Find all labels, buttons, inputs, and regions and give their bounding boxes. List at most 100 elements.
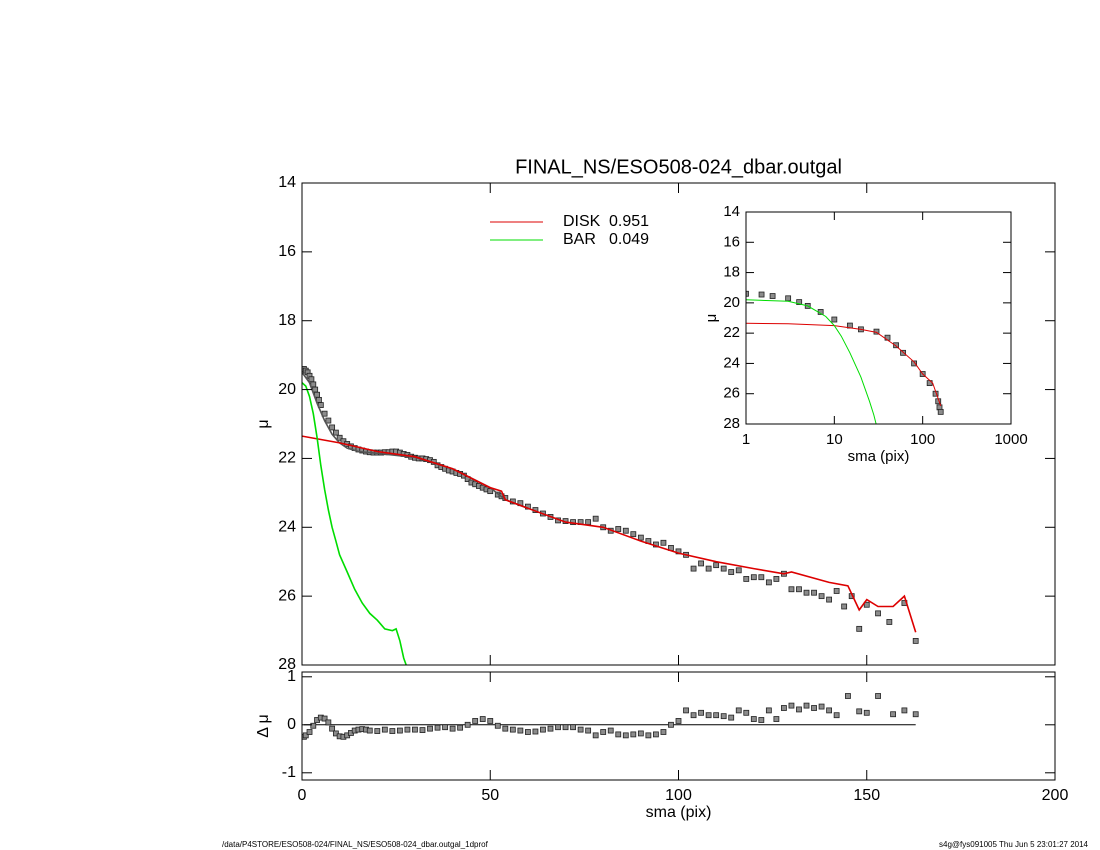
data-point [479,716,486,722]
data-point [494,722,501,729]
data-point [472,718,479,724]
data-point [735,707,742,714]
data-point [845,693,851,699]
data-point [856,625,863,632]
data-point [705,565,712,572]
data-point [690,712,697,719]
data-point [818,593,825,600]
legend-fraction: 0.951 [609,213,649,230]
data-point [728,714,735,721]
data-point [765,707,772,714]
data-point [615,526,622,532]
data-point [720,565,727,572]
panel [302,693,919,740]
x-axis-label: sma (pix) [848,448,910,465]
model-line [746,299,877,424]
data-point [890,711,897,718]
data-point [803,702,810,709]
y-tick-label: 24 [278,519,296,536]
data-point [831,316,838,323]
x-tick-label: 1000 [994,431,1027,448]
data-point [683,707,689,714]
y-tick-label: 22 [723,324,740,341]
y-tick-label: 1 [287,668,296,685]
data-point [758,291,765,298]
data-point [329,725,336,732]
data-point [585,727,592,734]
data-point [547,725,554,732]
data-point [713,712,720,719]
data-point [911,360,918,367]
data-point [735,567,742,574]
data-point [796,586,802,593]
data-point [705,712,712,719]
data-point [381,726,388,733]
axes-frame [301,671,1056,781]
model-line [746,322,942,406]
y-axis-label: μ [255,419,272,428]
data-point [826,707,832,714]
data-point [841,603,848,610]
y-tick-label: 20 [278,381,296,398]
y-tick-label: 18 [278,312,296,329]
data-point [750,716,757,722]
data-point [555,724,561,731]
data-point [758,717,765,723]
x-tick-label: 100 [910,431,935,448]
data-point [509,726,516,733]
data-point [585,519,592,526]
legend-fraction: 0.049 [609,231,649,248]
data-point [833,712,840,719]
data-point [540,726,546,733]
data-point [622,732,629,739]
data-point [818,703,825,710]
data-point [630,731,637,738]
data-point [449,725,456,732]
data-point [743,709,750,716]
data-point [660,539,667,546]
x-tick-label: 200 [1042,787,1069,804]
data-point [592,515,599,522]
data-point [796,706,802,713]
data-point [600,729,607,735]
y-axis-label: Δ μ [255,714,272,737]
footer-right: s4g@fys091005 Thu Jun 5 23:01:27 2014 [939,840,1089,849]
data-point [796,299,803,306]
data-point [404,726,411,733]
data-point [698,709,704,716]
x-tick-label: 150 [853,787,880,804]
data-point [562,724,569,731]
data-point [660,729,667,735]
data-point [427,725,433,732]
data-point [875,693,881,699]
data-point [900,349,906,356]
data-point [833,588,840,594]
y-tick-label: 16 [278,243,296,260]
panel [302,366,919,665]
data-point [637,534,644,541]
y-tick-label: 28 [723,415,740,432]
data-point [698,560,704,567]
model-line [302,371,529,510]
data-point [306,729,313,735]
data-point [389,728,396,734]
data-point [332,429,339,436]
y-tick-label: 24 [723,354,740,371]
data-point [785,295,792,302]
legend-label: BAR [563,231,596,248]
data-point [728,569,735,575]
data-point [773,576,780,582]
data-point [668,721,674,728]
x-axis-label: sma (pix) [646,804,712,821]
data-point [532,728,539,735]
data-point [765,579,772,586]
data-point [607,727,614,734]
data-point [863,709,870,716]
y-axis-label: μ [703,314,720,323]
legend-label: DISK [563,213,601,230]
data-point [487,718,494,724]
data-point [875,610,881,617]
data-point [577,726,584,733]
data-point [329,424,336,431]
